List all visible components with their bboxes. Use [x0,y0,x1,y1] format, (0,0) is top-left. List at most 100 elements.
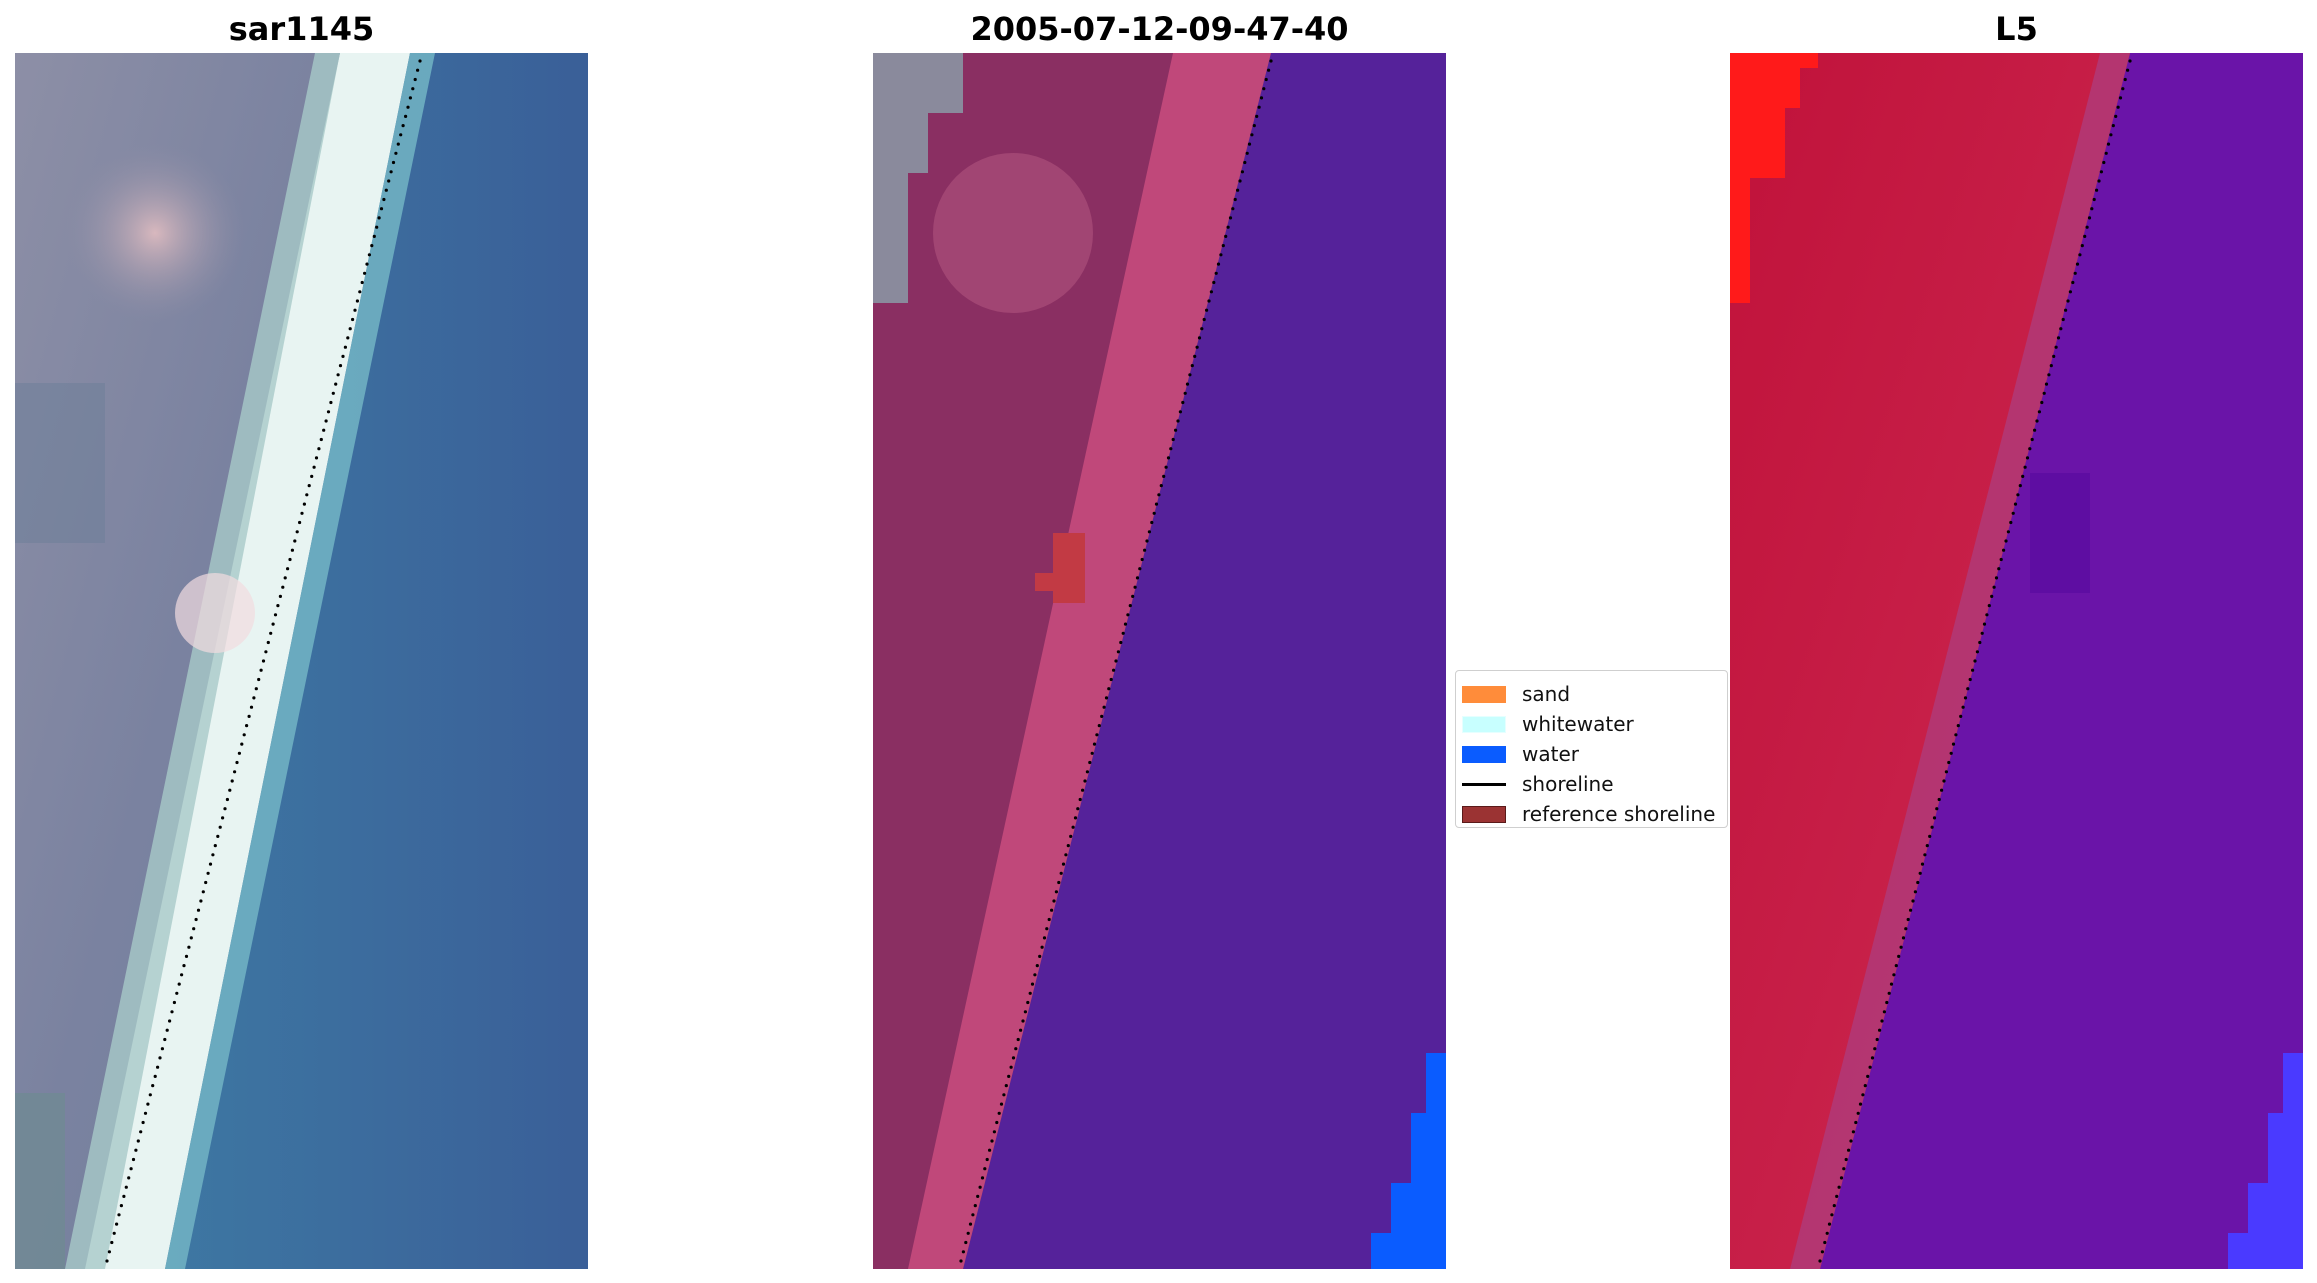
shoreline-dot [2059,327,2063,331]
shoreline-dot [1157,493,1161,497]
shoreline-dot [1863,1084,1867,1088]
shoreline-dot [1193,354,1197,358]
shoreline-dot [1143,548,1147,552]
shoreline-dot [1847,1148,1851,1152]
shoreline-dot [163,1037,167,1042]
shoreline-dot [1200,327,1204,331]
shoreline-dot [1042,936,1047,940]
shoreline-dot [1899,945,1903,949]
shoreline-dot [1928,834,1932,839]
shoreline-dot [1185,382,1190,386]
shoreline-dot [394,151,398,155]
shoreline-dot [182,964,186,968]
shoreline-dot [300,511,304,515]
shoreline-dot [288,557,292,562]
shoreline-dot [1975,650,1979,654]
shoreline-dot [1992,585,1996,589]
shoreline-dot [221,816,225,820]
shoreline-dot [2092,197,2096,202]
shoreline-dot [2099,170,2103,174]
shoreline-dot [973,1204,977,1208]
shoreline-dot [1835,1194,1839,1198]
shoreline-dot [1171,437,1175,442]
shoreline-dot [143,1111,148,1115]
legend-label-sand: sand [1522,682,1571,706]
shoreline-dot [124,1185,128,1189]
shoreline-dot [127,1176,131,1180]
shoreline-dot [247,714,251,719]
shoreline-dot [1164,465,1168,469]
shoreline-dot [269,631,273,635]
shoreline-dot [365,262,369,266]
shoreline-dot [1264,77,1268,82]
legend-item-shoreline: shoreline [1462,769,1721,799]
shoreline-dot [353,308,357,312]
shoreline-dot [1007,1074,1011,1078]
shoreline-dot [1909,908,1913,912]
shoreline-dot [115,1222,119,1226]
shoreline-dot [1224,234,1228,238]
shoreline-dot [1880,1019,1884,1023]
shoreline-dot [983,1167,987,1171]
shoreline-dot [290,548,294,552]
shoreline-dot [1918,871,1922,875]
shoreline-dot [1166,456,1171,460]
shoreline-dot [1849,1139,1853,1143]
shoreline-dot [1925,844,1929,848]
shoreline-dot [305,493,309,497]
shoreline-dot [1932,816,1937,820]
shoreline-dot [1916,880,1920,885]
shoreline-dot [1016,1037,1020,1042]
shoreline-dot [2002,548,2006,552]
shoreline-dot [1961,705,1965,709]
shoreline-dot [281,585,285,589]
legend-item-reference-shoreline: reference shoreline [1462,799,1721,829]
shoreline-dot [401,124,405,128]
shoreline-dot [1982,622,1987,626]
shoreline-dot [2040,400,2044,405]
shoreline-dot [389,170,393,174]
shoreline-dot [1889,982,1894,986]
shoreline-dot [189,936,193,940]
shoreline-dot [1052,899,1056,903]
shoreline-dot [1205,308,1209,312]
shoreline-dot [1176,419,1180,423]
shoreline-dot [1940,788,1944,792]
shoreline-dot [218,825,222,829]
shoreline-dot [329,400,333,405]
shoreline-dot [346,336,350,340]
legend: sand whitewater water shoreline referenc… [1455,670,1728,828]
shoreline-dot [1959,714,1963,719]
shoreline-dot [2061,317,2065,322]
shoreline-dot [2030,437,2034,442]
shoreline-dot [1997,567,2001,571]
shoreline-dot [1856,1111,1860,1115]
shoreline-dot [2083,234,2087,238]
shoreline-dot [254,687,258,691]
shoreline-dot [180,973,184,977]
shoreline-dot [1097,724,1101,728]
shoreline-dot [105,1259,109,1263]
shoreline-dot [165,1028,169,1032]
shoreline-dot [175,991,179,995]
shoreline-dot [326,410,331,414]
shoreline-dot [1197,336,1202,340]
shoreline-dot [1112,668,1116,672]
shoreline-dot [172,1000,176,1005]
shoreline-dot [1259,96,1264,100]
shoreline-dot [264,650,268,654]
shoreline-dot [225,797,229,802]
shoreline-dot [139,1130,143,1134]
shoreline-dot [271,622,275,626]
shoreline-dot [1973,659,1977,663]
legend-item-whitewater: whitewater [1462,709,1721,739]
shoreline-dot [2025,456,2030,460]
rgb-image-panel [15,53,588,1269]
shoreline-dot [184,954,189,959]
shoreline-dot [1212,280,1216,285]
shoreline-dot [1178,410,1182,414]
shoreline-dot [1057,880,1061,885]
shoreline-dot [1045,927,1049,931]
shoreline-dot [1949,751,1953,755]
shoreline-dot [1897,954,1901,959]
